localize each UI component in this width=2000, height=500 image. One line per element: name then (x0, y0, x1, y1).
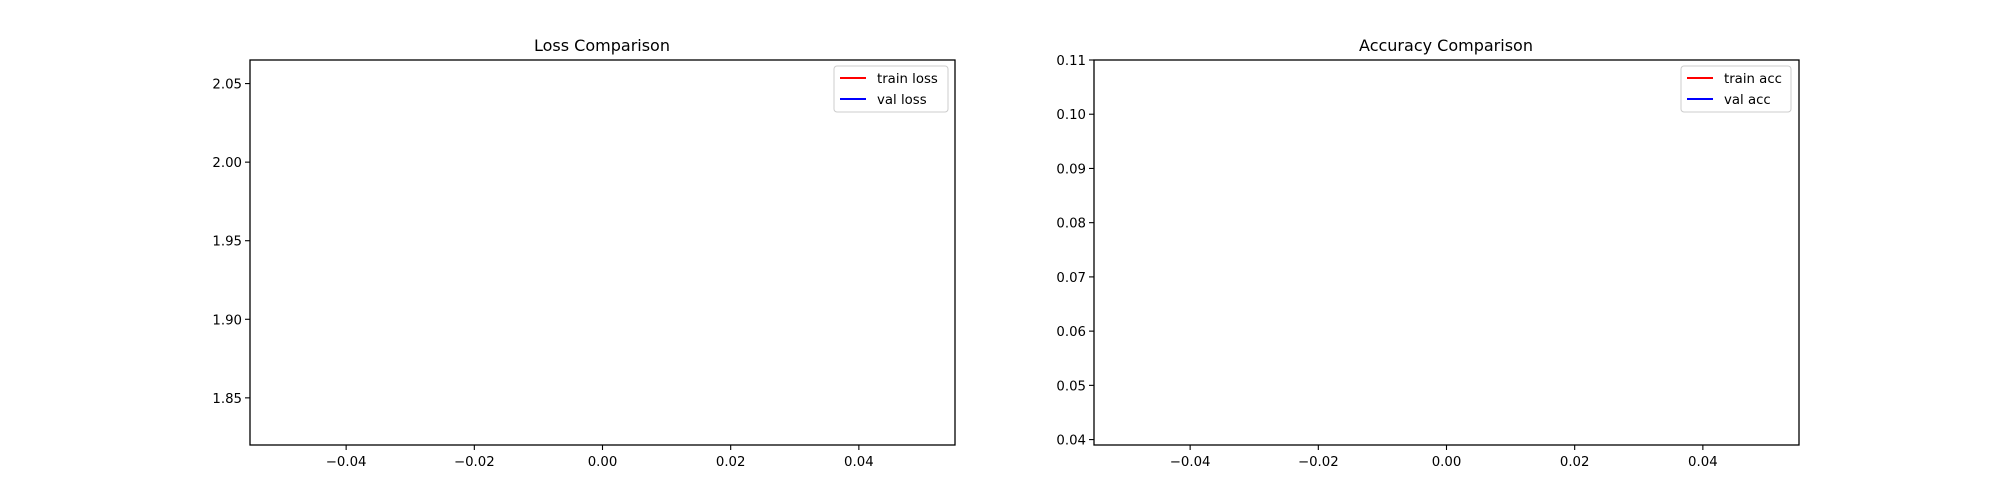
loss-y-tick-label: 1.90 (212, 313, 242, 328)
accuracy-chart-y-ticks: 0.04 0.05 0.06 0.07 0.08 0.09 0.10 0.11 (1056, 54, 1094, 449)
loss-x-tick-label: 0.04 (844, 455, 874, 470)
loss-chart-title: Loss Comparison (534, 36, 670, 55)
accuracy-y-tick-label: 0.07 (1056, 271, 1086, 286)
accuracy-x-tick-label: −0.04 (1170, 455, 1211, 470)
loss-x-tick-label: −0.02 (454, 455, 495, 470)
accuracy-x-tick-label: 0.04 (1688, 455, 1718, 470)
accuracy-chart: Accuracy Comparison −0.04 −0.02 0.00 0.02 0.… (1056, 36, 1800, 470)
accuracy-y-tick-label: 0.06 (1056, 325, 1086, 340)
accuracy-x-tick-label: −0.02 (1298, 455, 1339, 470)
accuracy-x-tick-label: 0.00 (1432, 455, 1462, 470)
loss-chart-y-ticks: 1.85 1.90 1.95 2.00 2.05 (212, 78, 250, 407)
loss-chart-x-ticks: −0.04 −0.02 0.00 0.02 0.04 (326, 445, 874, 470)
accuracy-y-tick-label: 0.09 (1056, 162, 1086, 177)
accuracy-y-tick-label: 0.04 (1056, 434, 1086, 449)
accuracy-chart-title: Accuracy Comparison (1359, 36, 1533, 55)
accuracy-x-tick-label: 0.02 (1560, 455, 1590, 470)
accuracy-y-tick-label: 0.10 (1056, 108, 1086, 123)
legend-label-train-acc: train acc (1724, 72, 1782, 87)
accuracy-chart-plot-area (1093, 59, 1800, 446)
loss-chart-plot-area (249, 59, 956, 446)
loss-y-tick-label: 1.85 (212, 392, 242, 407)
accuracy-chart-x-ticks: −0.04 −0.02 0.00 0.02 0.04 (1170, 445, 1718, 470)
loss-chart: Loss Comparison −0.04 −0.02 0.00 0.02 0.04 1… (212, 36, 956, 470)
loss-x-tick-label: 0.02 (716, 455, 746, 470)
accuracy-y-tick-label: 0.05 (1056, 379, 1086, 394)
accuracy-y-tick-label: 0.11 (1056, 54, 1086, 69)
loss-y-tick-label: 1.95 (212, 235, 242, 250)
loss-y-tick-label: 2.00 (212, 156, 242, 171)
legend-label-train-loss: train loss (877, 72, 938, 87)
loss-x-tick-label: −0.04 (326, 455, 367, 470)
accuracy-chart-legend: train acc val acc (1680, 65, 1792, 113)
accuracy-y-tick-label: 0.08 (1056, 217, 1086, 232)
legend-label-val-loss: val loss (877, 93, 927, 108)
loss-chart-legend: train loss val loss (833, 65, 949, 113)
loss-x-tick-label: 0.00 (588, 455, 618, 470)
loss-y-tick-label: 2.05 (212, 78, 242, 93)
legend-label-val-acc: val acc (1724, 93, 1771, 108)
